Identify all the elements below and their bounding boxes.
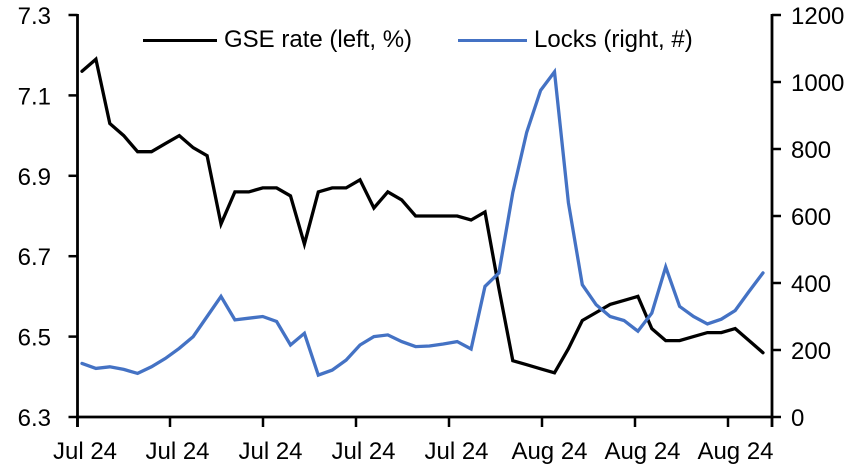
left-axis-tick-label: 6.5 <box>18 325 51 352</box>
x-axis-tick-label: Aug 24 <box>511 438 587 465</box>
right-axis-tick-label: 0 <box>791 405 804 432</box>
right-axis-tick-label: 1000 <box>791 70 844 97</box>
right-axis-tick-label: 600 <box>791 204 831 231</box>
left-axis-tick-label: 6.7 <box>18 244 51 271</box>
x-axis-tick-label: Aug 24 <box>697 438 773 465</box>
x-axis-tick-label: Jul 24 <box>145 438 209 465</box>
right-axis-tick-label: 800 <box>791 137 831 164</box>
x-axis-tick-label: Jul 24 <box>53 438 117 465</box>
x-axis-tick-label: Aug 24 <box>604 438 680 465</box>
locks-line <box>80 67 765 378</box>
x-axis-tick-label: Jul 24 <box>331 438 395 465</box>
legend-item-locks: Locks (right, #) <box>458 28 693 52</box>
right-axis-tick-label: 1200 <box>791 3 844 30</box>
x-axis-tick-label: Jul 24 <box>238 438 302 465</box>
left-axis-tick-label: 6.3 <box>18 405 51 432</box>
legend-line-sample-locks <box>458 38 527 42</box>
right-axis-tick-label: 400 <box>791 271 831 298</box>
right-axis-tick-label: 200 <box>791 338 831 365</box>
legend-label-gse: GSE rate (left, %) <box>224 26 413 53</box>
x-axis-tick-label: Jul 24 <box>424 438 488 465</box>
legend-item-gse-rate: GSE rate (left, %) <box>143 28 412 52</box>
gse-rate-line <box>80 56 765 375</box>
left-axis-tick-label: 6.9 <box>18 164 51 191</box>
left-axis-tick-label: 7.3 <box>18 3 51 30</box>
legend-line-sample-gse <box>143 38 217 42</box>
legend-label-locks: Locks (right, #) <box>534 26 693 53</box>
left-axis-tick-label: 7.1 <box>18 83 51 110</box>
